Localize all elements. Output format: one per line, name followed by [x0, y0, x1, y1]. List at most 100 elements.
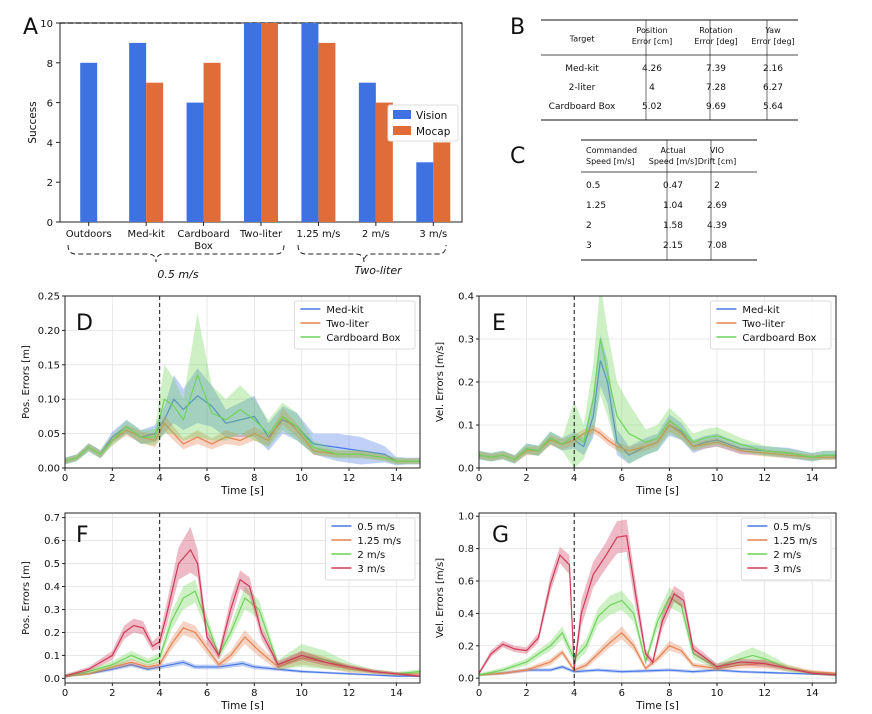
panel-letter-f: F [76, 523, 89, 548]
y-tick-label: 0 [47, 218, 53, 229]
bar-vision [80, 62, 98, 222]
legend-box [293, 300, 416, 350]
x-axis-label: Time [s] [635, 700, 679, 710]
legend-box [324, 517, 416, 581]
legend-label: 2 m/s [773, 550, 801, 561]
bar-mocap [261, 23, 278, 222]
y-tick-label: 0.2 [44, 628, 60, 639]
y-tick-label: 0.05 [38, 429, 60, 440]
panel-letter-b: B [510, 15, 525, 40]
line-chart-pos-errors-targets: 0 2 4 6 8 10 12 14 0.00 0.05 0.10 0.15 0.20 0.25 Time … [21, 292, 421, 497]
legend-label: 3 m/s [357, 564, 385, 575]
x-tick-label: 0 [476, 473, 482, 484]
y-tick-label: 2 [47, 178, 53, 189]
bar-vision [244, 23, 261, 222]
x-tick-label: 8 [666, 473, 672, 484]
panel-letter-c: C [510, 144, 525, 169]
y-tick-label: 0.10 [38, 395, 60, 406]
panel-letter-d: D [76, 311, 93, 336]
y-axis-label: Vel. Errors [m/s] [435, 342, 446, 422]
x-tick-label: 6 [619, 688, 625, 699]
legend-label: 1.25 m/s [773, 536, 817, 547]
series-line [65, 373, 420, 462]
table-header-text: Target [569, 35, 595, 44]
legend-label: Two-liter [325, 319, 369, 330]
bar-chart-success: 0 2 4 6 8 10 Success Outdoors Med-kit CardboardBo… [27, 19, 463, 252]
x-tick-label: 10 [295, 688, 308, 699]
y-tick-label: 0.4 [458, 292, 474, 303]
table-cell: 7.39 [706, 64, 726, 74]
table-header-text: Speed [m/s] [586, 157, 635, 166]
y-tick-label: 0.4 [44, 582, 60, 593]
table-cell: 2-liter [569, 83, 596, 93]
plot-frame [64, 512, 421, 684]
table-cell: 2 [586, 221, 592, 231]
legend-label: Cardboard Box [326, 333, 400, 344]
x-tick-label: 4 [156, 688, 162, 699]
x-tick-label: 10 [711, 688, 724, 699]
legend-label-mocap: Mocap [416, 126, 451, 138]
table-cell: 4 [649, 83, 655, 93]
x-tick-label: Outdoors [66, 229, 112, 240]
table-target-errors: Target Position Error [cm] Rotation Error [d… [541, 19, 798, 121]
y-tick-label: 0.2 [458, 378, 474, 389]
x-tick-label: 8 [251, 688, 257, 699]
table-cell: 2.69 [707, 201, 727, 211]
plot-frame [478, 512, 837, 684]
plot-frame [478, 295, 837, 469]
legend-swatch-mocap [393, 126, 411, 135]
y-tick-label: 4 [47, 138, 53, 149]
series-line [65, 661, 420, 677]
x-tick-label: 0 [62, 473, 68, 484]
x-tick-label: Box [194, 241, 213, 252]
series-line [479, 534, 836, 676]
series-line [479, 424, 836, 461]
series-group [65, 526, 420, 678]
line-chart-pos-errors-speeds: 0 2 4 6 8 10 12 14 0.0 0.1 0.2 0.3 0.4 0.5 0.6 0.7 Time … [21, 512, 421, 712]
y-axis-label: Pos. Errors [m] [21, 345, 32, 419]
series-band [65, 408, 420, 464]
table-cell: 2.15 [663, 241, 683, 251]
legend-label: 3 m/s [773, 564, 801, 575]
x-tick-label: 0 [62, 688, 68, 699]
y-tick-label: 0.0 [458, 674, 474, 685]
panel-letter-e: E [492, 311, 506, 336]
y-tick-label: 0.0 [458, 464, 474, 475]
bar-mocap [318, 42, 336, 223]
table-header-text: Yaw [764, 26, 781, 35]
series-group [479, 296, 836, 468]
x-tick-label: 3 m/s [419, 229, 447, 240]
series-line [65, 394, 420, 462]
table-header-text: Actual [660, 146, 685, 155]
y-axis-label: Success [27, 101, 39, 143]
series-line [479, 666, 836, 676]
y-tick-label: 0.0 [44, 674, 60, 685]
table-cell: 1.58 [663, 221, 683, 231]
table-cell: 5.02 [642, 102, 662, 112]
series-band [65, 368, 420, 466]
x-tick-label: 12 [343, 473, 356, 484]
series-band [479, 519, 836, 677]
series-line [65, 548, 420, 677]
legend-swatch-vision [393, 110, 411, 119]
panel-a: A 0 2 4 6 8 10 Success Outdoors Med-kit Cardboard… [23, 15, 463, 281]
series-band [479, 626, 836, 677]
y-tick-label: 0.3 [44, 605, 60, 616]
legend-label: 0.5 m/s [773, 522, 810, 533]
table-cell: 7.28 [706, 83, 726, 93]
panel-letter-a: A [23, 15, 38, 40]
plot-frame [64, 295, 421, 469]
bar-vision [416, 162, 434, 222]
table-cell: 4.26 [642, 64, 662, 74]
table-cell: 4.39 [707, 221, 727, 231]
series-group [479, 519, 836, 677]
table-cell: 1.25 [586, 201, 606, 211]
legend-label: Cardboard Box [742, 333, 816, 344]
y-tick-label: 1.0 [458, 512, 474, 523]
x-tick-label: 6 [204, 473, 210, 484]
table-header-text: Error [deg] [751, 37, 794, 46]
table-cell: 2 [714, 181, 720, 191]
y-tick-label: 0.6 [458, 577, 474, 588]
line-chart-vel-errors-speeds: 0 2 4 6 8 10 12 14 0.0 0.2 0.4 0.6 0.8 1.0 Time [s] Vel… [435, 512, 837, 712]
